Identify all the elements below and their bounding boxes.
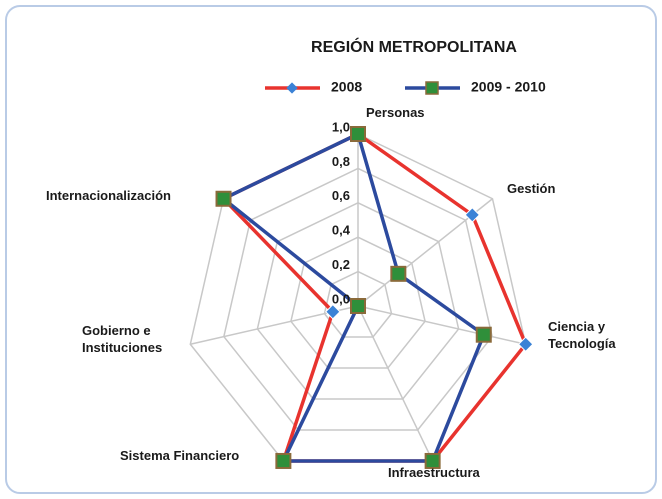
marker xyxy=(424,452,441,469)
marker xyxy=(517,336,534,353)
y-tick-label: 1,0 xyxy=(332,119,350,134)
y-tick-label: 0,8 xyxy=(332,154,350,169)
category-label: Infraestructura xyxy=(388,465,480,480)
category-label: Gobierno e Instituciones xyxy=(82,323,163,355)
series-line xyxy=(220,131,486,463)
y-tick-label: 0,0 xyxy=(332,291,350,306)
y-tick-label: 0,6 xyxy=(332,188,350,203)
marker xyxy=(475,326,492,343)
grid-ring xyxy=(323,270,393,338)
y-tick-label: 0,4 xyxy=(332,223,351,238)
grid-ring xyxy=(290,236,426,369)
legend-marker xyxy=(425,81,439,95)
y-tick-label: 0,2 xyxy=(332,257,350,272)
marker xyxy=(390,265,407,282)
marker xyxy=(275,452,292,469)
category-label: Internacionalización xyxy=(46,188,171,203)
chart-title: REGIÓN METROPOLITANA xyxy=(311,37,517,56)
category-label: Ciencia y Tecnología xyxy=(548,319,616,351)
grid-ring xyxy=(256,201,460,400)
marker xyxy=(350,298,366,314)
category-label: Sistema Financiero xyxy=(120,448,240,463)
spoke xyxy=(357,305,434,462)
grid-ring xyxy=(223,167,493,431)
marker xyxy=(350,126,366,142)
category-label: Gestión xyxy=(507,181,556,196)
category-label: Personas xyxy=(366,105,425,120)
spoke xyxy=(357,305,526,346)
marker xyxy=(215,190,232,207)
legend-label: 2009 - 2010 xyxy=(471,79,546,95)
marker xyxy=(464,207,481,223)
legend-label: 2008 xyxy=(331,79,362,95)
marker xyxy=(325,303,341,320)
